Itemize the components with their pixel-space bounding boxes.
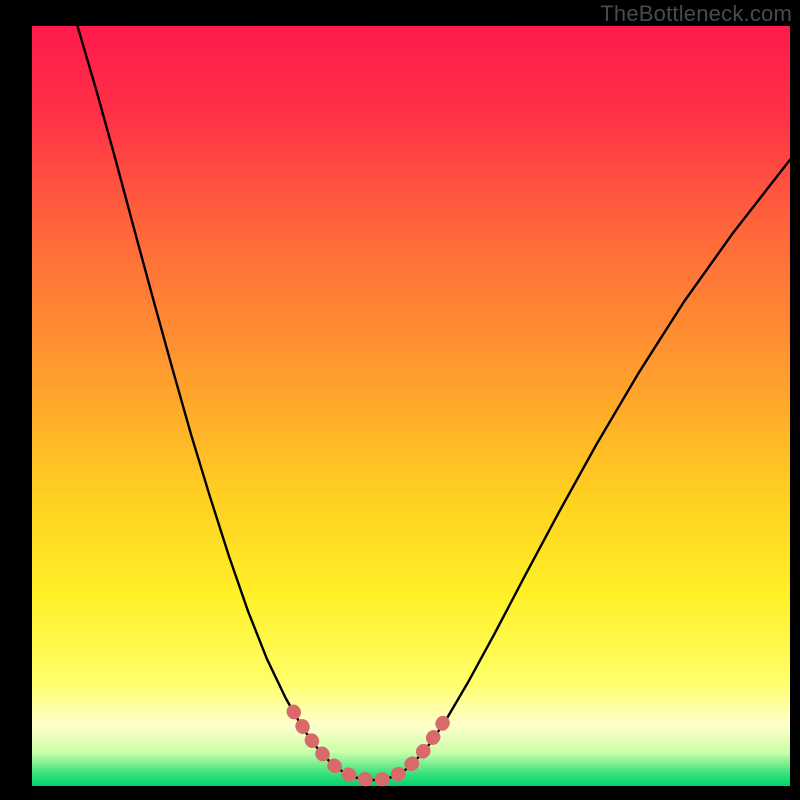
optimal-range-highlight [294,712,449,780]
watermark-text: TheBottleneck.com [600,1,792,27]
chart-stage: TheBottleneck.com [0,0,800,800]
curve-layer [32,26,790,786]
bottleneck-curve [77,26,790,780]
plot-area [32,26,790,786]
